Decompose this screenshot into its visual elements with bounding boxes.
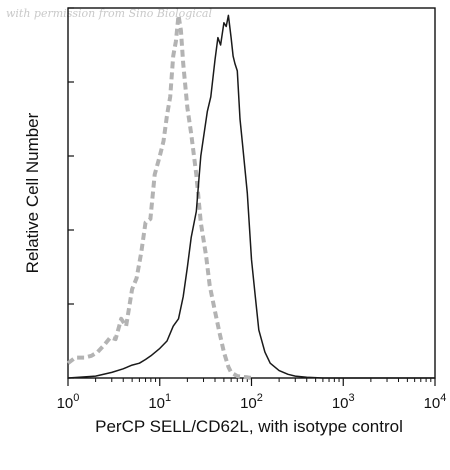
x-axis-label: PerCP SELL/CD62L, with isotype control [95, 417, 403, 436]
x-tick-label: 102 [240, 392, 263, 412]
x-tick-label: 101 [148, 392, 171, 412]
watermark: with permission from Sino Biological [6, 7, 212, 20]
x-tick-label: 103 [332, 392, 355, 412]
plot-area: 100 101 102 103 104 [57, 7, 447, 412]
sell-cd62l-curve [67, 14, 435, 379]
isotype-control-curve [66, 13, 252, 380]
x-tick-label: 100 [57, 392, 80, 412]
y-axis-label: Relative Cell Number [23, 112, 42, 273]
x-tick-label: 104 [424, 392, 447, 412]
